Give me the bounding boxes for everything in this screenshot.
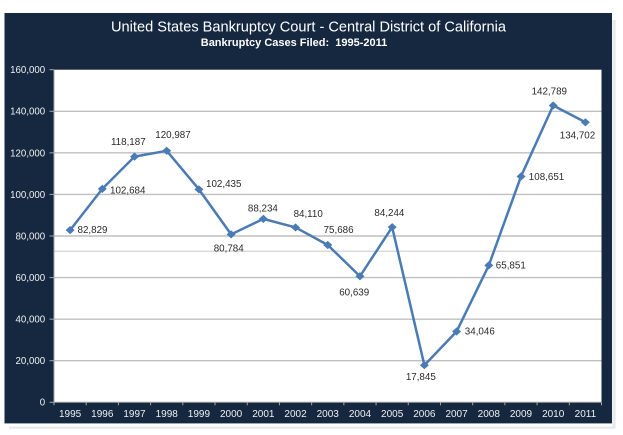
svg-text:134,702: 134,702 xyxy=(560,131,595,142)
svg-text:60,639: 60,639 xyxy=(339,288,369,299)
svg-text:1999: 1999 xyxy=(188,409,211,420)
svg-text:82,829: 82,829 xyxy=(78,225,108,236)
svg-text:88,234: 88,234 xyxy=(248,204,279,215)
svg-text:1995: 1995 xyxy=(59,409,82,420)
svg-text:2009: 2009 xyxy=(510,409,533,420)
svg-text:140,000: 140,000 xyxy=(10,107,46,118)
svg-text:84,110: 84,110 xyxy=(294,209,324,220)
svg-text:2000: 2000 xyxy=(220,409,243,420)
svg-text:102,684: 102,684 xyxy=(110,186,146,197)
svg-text:80,784: 80,784 xyxy=(214,243,245,254)
svg-text:2008: 2008 xyxy=(478,409,501,420)
svg-text:160,000: 160,000 xyxy=(10,65,46,76)
svg-text:84,244: 84,244 xyxy=(374,208,405,219)
svg-text:102,435: 102,435 xyxy=(206,179,242,190)
svg-text:2003: 2003 xyxy=(317,409,340,420)
svg-text:1997: 1997 xyxy=(123,409,146,420)
svg-text:2004: 2004 xyxy=(349,409,372,420)
svg-text:118,187: 118,187 xyxy=(111,137,146,148)
svg-text:120,987: 120,987 xyxy=(155,130,190,141)
svg-text:75,686: 75,686 xyxy=(324,225,355,236)
svg-text:2006: 2006 xyxy=(413,409,436,420)
svg-text:1998: 1998 xyxy=(156,409,179,420)
svg-text:1996: 1996 xyxy=(91,409,114,420)
svg-text:120,000: 120,000 xyxy=(10,148,46,159)
svg-text:108,651: 108,651 xyxy=(529,172,564,183)
svg-text:40,000: 40,000 xyxy=(16,315,46,326)
svg-text:Bankruptcy Cases Filed: 1995-: Bankruptcy Cases Filed: 1995-2011 xyxy=(201,37,387,49)
svg-text:65,851: 65,851 xyxy=(496,261,526,272)
svg-text:20,000: 20,000 xyxy=(16,356,46,367)
svg-text:17,845: 17,845 xyxy=(406,372,437,383)
svg-text:2007: 2007 xyxy=(445,409,468,420)
svg-text:2005: 2005 xyxy=(381,409,404,420)
svg-text:United States Bankruptcy Court: United States Bankruptcy Court - Central… xyxy=(111,20,507,36)
svg-text:142,789: 142,789 xyxy=(532,87,567,98)
svg-text:2001: 2001 xyxy=(252,409,275,420)
svg-text:2002: 2002 xyxy=(284,409,307,420)
svg-text:100,000: 100,000 xyxy=(10,190,46,201)
svg-text:60,000: 60,000 xyxy=(16,273,46,284)
svg-text:2011: 2011 xyxy=(575,409,597,420)
svg-text:0: 0 xyxy=(40,398,46,409)
svg-text:34,046: 34,046 xyxy=(465,327,496,338)
svg-text:2010: 2010 xyxy=(542,409,565,420)
svg-text:80,000: 80,000 xyxy=(16,231,46,242)
